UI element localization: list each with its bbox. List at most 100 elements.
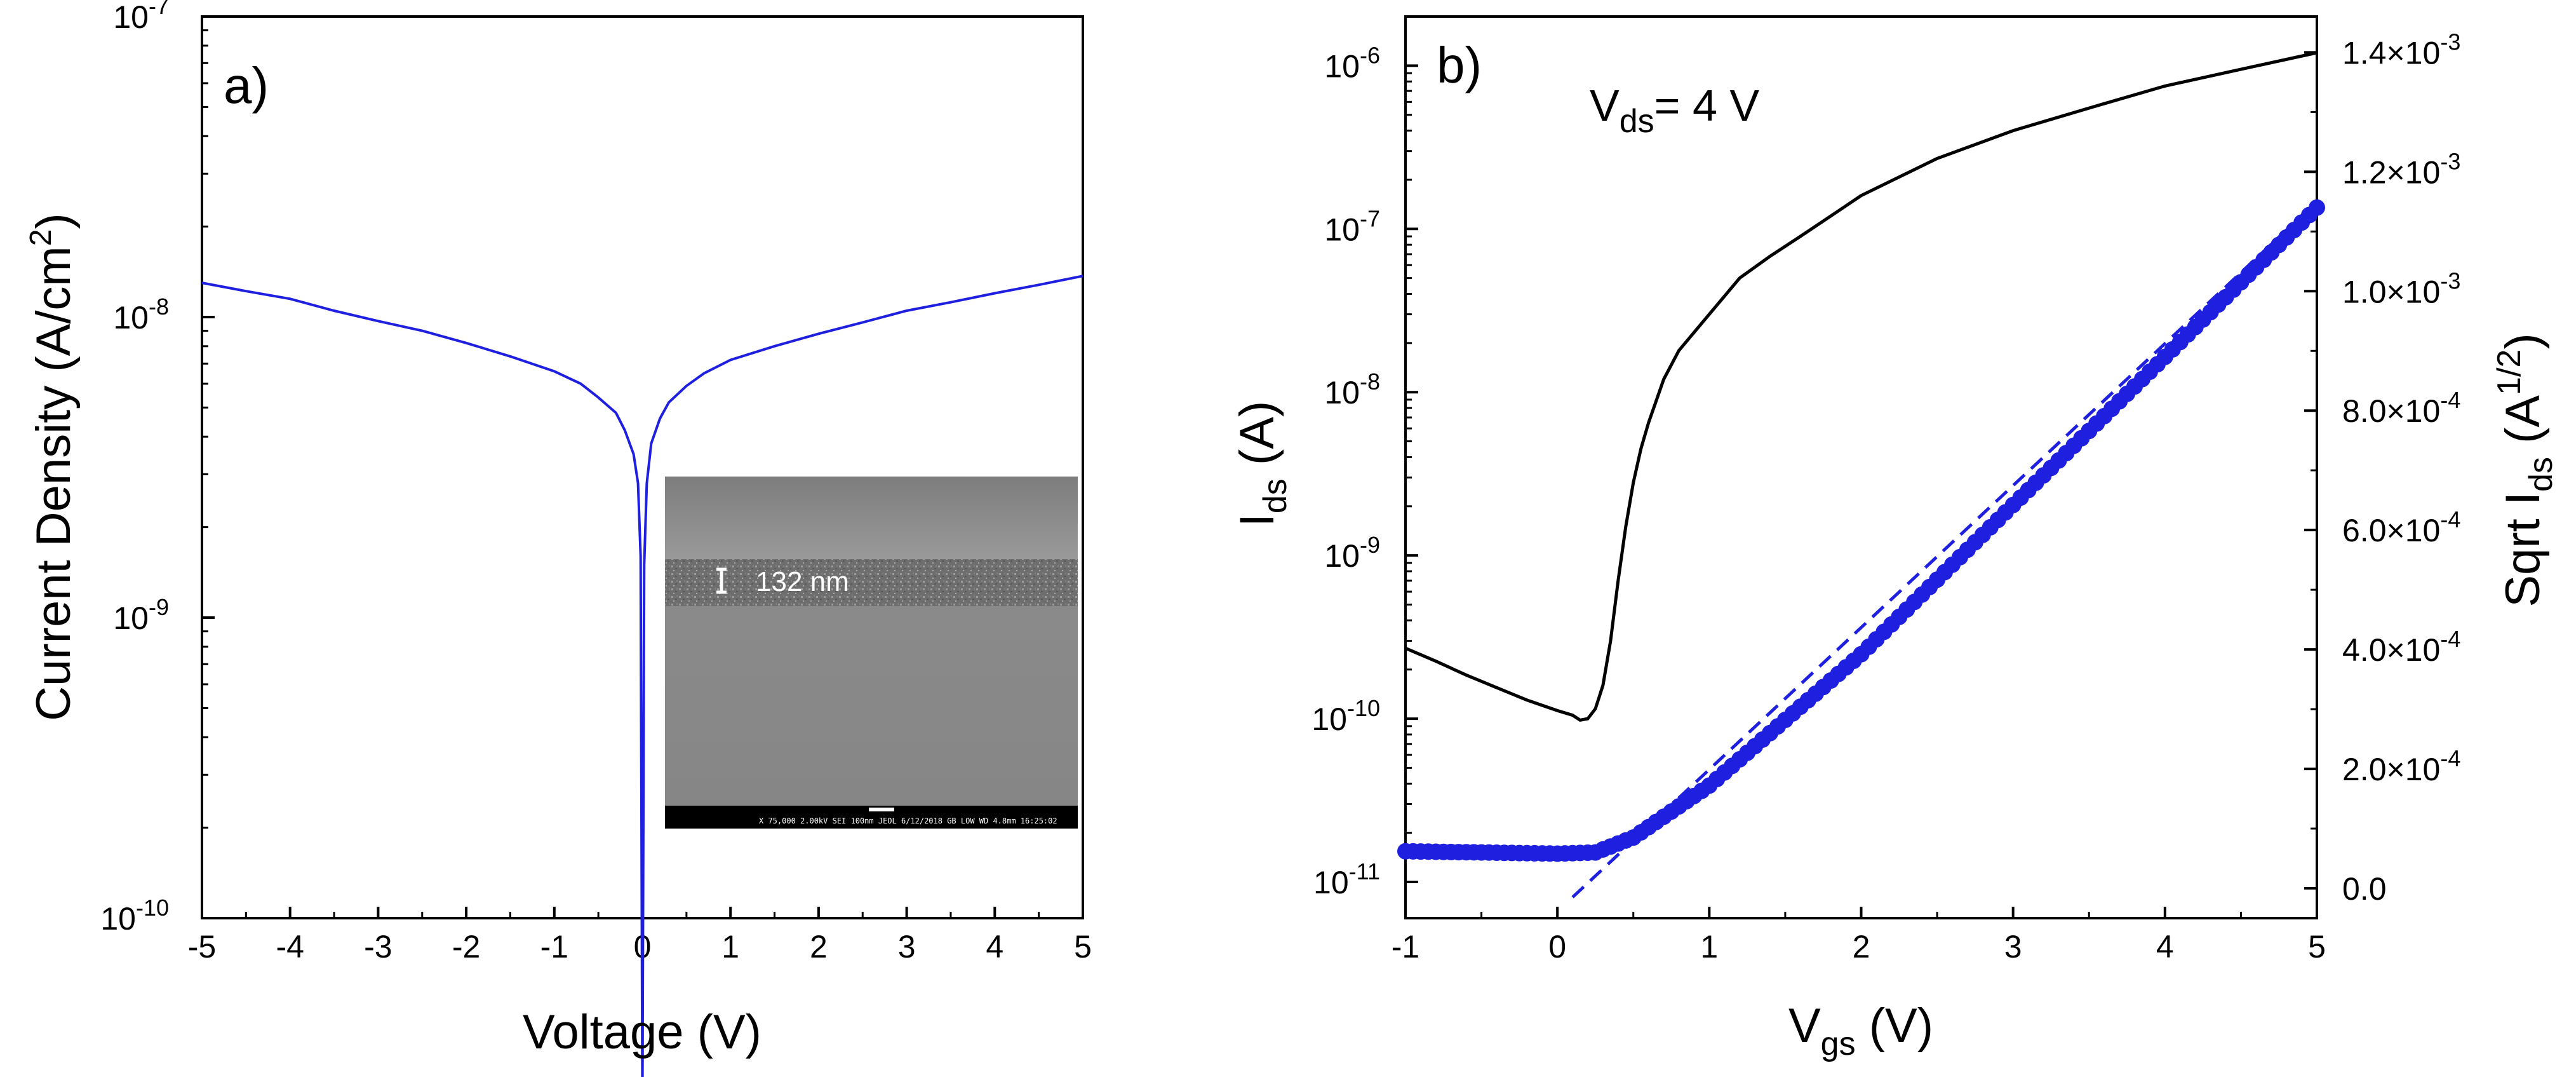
y-tick-label-exp: -8 <box>149 294 169 320</box>
y-right-tick-exp: -3 <box>2440 268 2460 294</box>
x-tick-label: -5 <box>188 929 216 965</box>
panel-b-x-axis-title: Vgs (V) <box>1788 999 1933 1062</box>
y-tick-label-exp: -9 <box>149 594 169 620</box>
y-right-tick-label: 6.0×10-4 <box>2342 506 2460 548</box>
y-right-tick-exp: -3 <box>2440 148 2460 174</box>
y-tick-label: 10-10 <box>100 895 169 937</box>
x-tick-label: -4 <box>276 929 304 965</box>
y-left-tick-label: 10-10 <box>1311 695 1380 737</box>
x-tick-label: -1 <box>1392 929 1419 965</box>
y-right-tick-exp: -4 <box>2440 626 2460 652</box>
y-left-tick-label-base: 10 <box>1324 212 1360 247</box>
panel-b-label: b) <box>1437 37 1482 93</box>
sem-film-layer <box>665 559 1078 606</box>
y-right-tick-label: 1.2×10-3 <box>2342 148 2460 190</box>
panel-b-right-y-ticks: 0.02.0×10-44.0×10-46.0×10-48.0×10-41.0×1… <box>2304 29 2460 907</box>
panel-a-y-axis-title-sup: 2 <box>24 229 58 247</box>
y-left-tick-label-exp: -11 <box>1349 858 1380 884</box>
sem-thickness-label: 132 nm <box>756 566 849 597</box>
y-right-tick-label: 1.0×10-3 <box>2342 268 2460 309</box>
panel-b-ry-title-sub: ds <box>2523 457 2559 492</box>
y-left-tick-label: 10-7 <box>1324 205 1380 247</box>
panel-b-ly-title-main: I <box>1230 513 1284 527</box>
y-left-tick-label-exp: -8 <box>1360 369 1380 395</box>
y-right-tick-exp: -3 <box>2440 29 2460 55</box>
panel-b-ry-title-main: Sqrt I <box>2496 492 2550 607</box>
panel-b-x-title-rest: (V) <box>1856 999 1933 1053</box>
y-right-tick-mantissa: 2.0×10 <box>2342 752 2440 787</box>
y-right-tick-mantissa: 6.0×10 <box>2342 513 2440 548</box>
x-tick-label: 4 <box>2156 929 2174 965</box>
x-tick-label: -3 <box>364 929 392 965</box>
y-right-tick-mantissa: 1.0×10 <box>2342 274 2440 309</box>
x-tick-label: 2 <box>1853 929 1870 965</box>
panel-a-x-ticks: -5 -4 -3 -2 -1 0 1 2 3 4 5 <box>188 907 1092 965</box>
y-right-tick-mantissa: 4.0×10 <box>2342 632 2440 668</box>
panel-b-frame <box>1404 15 2318 919</box>
y-right-tick-exp: -4 <box>2440 387 2460 413</box>
y-right-tick-label: 8.0×10-4 <box>2342 387 2460 429</box>
y-right-tick-exp: -4 <box>2440 745 2460 771</box>
panel-b-ry-title-rest: (A <box>2496 395 2550 457</box>
x-tick-label: 1 <box>1700 929 1718 965</box>
y-tick-label-base: 10 <box>113 0 149 35</box>
panel-b-x-title-main: V <box>1788 999 1821 1053</box>
panel-a-series-line <box>201 274 1083 1077</box>
panel-b-right-y-axis-title: Sqrt Ids (A1/2) <box>2491 333 2559 607</box>
panel-b-linear-fit <box>1571 200 2318 898</box>
y-tick-label-base: 10 <box>113 600 149 636</box>
panel-a-y-axis-title-main: Current Density (A/cm <box>27 246 81 721</box>
x-tick-label: 4 <box>986 929 1003 965</box>
panel-a-label: a) <box>224 57 269 114</box>
y-right-tick-label: 4.0×10-4 <box>2342 626 2460 668</box>
panel-b-ry-title-close: ) <box>2496 333 2550 349</box>
x-tick-label: 3 <box>898 929 916 965</box>
panel-b-vds-annotation: Vds= 4 V <box>1590 81 1759 140</box>
y-left-tick-label: 10-9 <box>1324 532 1380 574</box>
panel-b-ids-line <box>1405 51 2318 722</box>
y-left-tick-label-base: 10 <box>1313 865 1349 900</box>
panel-b-ly-title-sub: ds <box>1257 478 1294 513</box>
y-left-tick-label-exp: -7 <box>1360 205 1380 231</box>
sem-inset: X 75,000 2.00kV SEI 100nm JEOL 6/12/2018… <box>665 477 1078 829</box>
x-tick-label: 5 <box>1074 929 1092 965</box>
panel-b-sqrt-markers <box>1397 199 2325 862</box>
y-left-tick-label-base: 10 <box>1324 538 1360 574</box>
y-right-tick-mantissa: 1.2×10 <box>2342 154 2440 190</box>
sem-info-text: X 75,000 2.00kV SEI 100nm JEOL 6/12/2018… <box>759 816 1057 825</box>
panel-a-x-axis-title: Voltage (V) <box>523 1005 761 1059</box>
panel-b-x-title-sub: gs <box>1821 1026 1856 1062</box>
y-left-tick-label-exp: -9 <box>1360 532 1380 558</box>
y-right-tick-label: 0.0 <box>2342 871 2387 907</box>
y-tick-label: 10-7 <box>113 0 169 35</box>
y-tick-label-exp: -7 <box>149 0 169 19</box>
panel-a-y-axis-title: Current Density (A/cm2) <box>24 213 81 721</box>
y-left-tick-label-base: 10 <box>1311 701 1347 737</box>
y-tick-label-exp: -10 <box>136 895 169 921</box>
panel-b-annot-rest: = 4 V <box>1654 81 1760 130</box>
x-tick-label: 2 <box>810 929 828 965</box>
y-right-tick-mantissa: 8.0×10 <box>2342 393 2440 429</box>
sem-scale-bar <box>869 808 894 811</box>
panel-b-ly-title-rest: (A) <box>1230 401 1284 478</box>
y-left-tick-label-base: 10 <box>1324 48 1360 84</box>
y-left-tick-label: 10-8 <box>1324 369 1380 410</box>
y-tick-label-base: 10 <box>100 901 136 937</box>
x-tick-label: 5 <box>2308 929 2326 965</box>
panel-b-annot-main: V <box>1590 81 1620 130</box>
y-right-tick-label: 1.4×10-3 <box>2342 29 2460 71</box>
x-tick-label: -1 <box>540 929 568 965</box>
y-tick-label: 10-9 <box>113 594 169 636</box>
y-left-tick-label: 10-11 <box>1313 858 1380 900</box>
y-tick-label: 10-8 <box>113 294 169 335</box>
y-left-tick-label: 10-6 <box>1324 42 1380 84</box>
x-tick-label: -2 <box>452 929 480 965</box>
panel-a-y-axis-title-close: ) <box>27 213 81 229</box>
y-tick-label-base: 10 <box>113 300 149 335</box>
panel-b-x-ticks: -1 0 1 2 3 4 5 <box>1392 907 2326 965</box>
x-tick-label: 3 <box>2004 929 2022 965</box>
